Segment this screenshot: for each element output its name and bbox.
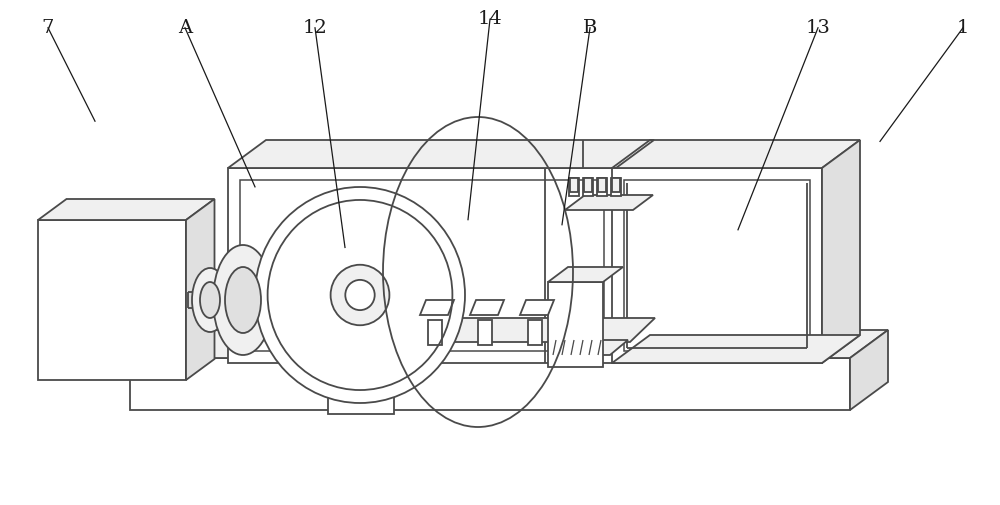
Text: A: A: [178, 19, 192, 37]
Polygon shape: [228, 140, 654, 168]
Ellipse shape: [345, 280, 375, 310]
Polygon shape: [565, 195, 653, 210]
Bar: [338, 365, 384, 395]
Bar: [597, 178, 607, 196]
Text: B: B: [583, 19, 597, 37]
Polygon shape: [520, 300, 554, 315]
Polygon shape: [228, 168, 616, 363]
Polygon shape: [186, 199, 214, 380]
Text: 14: 14: [478, 10, 502, 28]
Polygon shape: [548, 282, 603, 367]
Ellipse shape: [225, 267, 261, 333]
Polygon shape: [38, 199, 214, 220]
Polygon shape: [38, 220, 186, 380]
Bar: [478, 320, 492, 345]
Bar: [240, 180, 604, 351]
Text: 1: 1: [957, 19, 969, 37]
Ellipse shape: [200, 282, 220, 318]
Bar: [624, 180, 810, 351]
Polygon shape: [850, 330, 888, 410]
Bar: [584, 178, 592, 192]
Polygon shape: [470, 300, 504, 315]
Ellipse shape: [331, 265, 389, 325]
Bar: [569, 178, 579, 196]
Polygon shape: [612, 335, 860, 363]
Text: 12: 12: [303, 19, 327, 37]
Bar: [528, 320, 542, 345]
Polygon shape: [130, 330, 888, 358]
Polygon shape: [612, 168, 822, 363]
Polygon shape: [548, 267, 623, 282]
Polygon shape: [420, 300, 454, 315]
Polygon shape: [130, 358, 850, 410]
Text: 13: 13: [806, 19, 830, 37]
Text: 7: 7: [42, 19, 54, 37]
Ellipse shape: [192, 268, 228, 332]
Bar: [611, 178, 621, 196]
Polygon shape: [616, 140, 654, 363]
Polygon shape: [822, 140, 860, 363]
Polygon shape: [612, 140, 860, 168]
Bar: [583, 178, 593, 196]
Bar: [328, 392, 394, 414]
Polygon shape: [548, 340, 628, 355]
Bar: [570, 178, 578, 192]
Bar: [598, 178, 606, 192]
Bar: [612, 178, 620, 192]
Bar: [428, 320, 442, 345]
Polygon shape: [395, 318, 655, 342]
Ellipse shape: [255, 187, 465, 403]
Ellipse shape: [213, 245, 273, 355]
